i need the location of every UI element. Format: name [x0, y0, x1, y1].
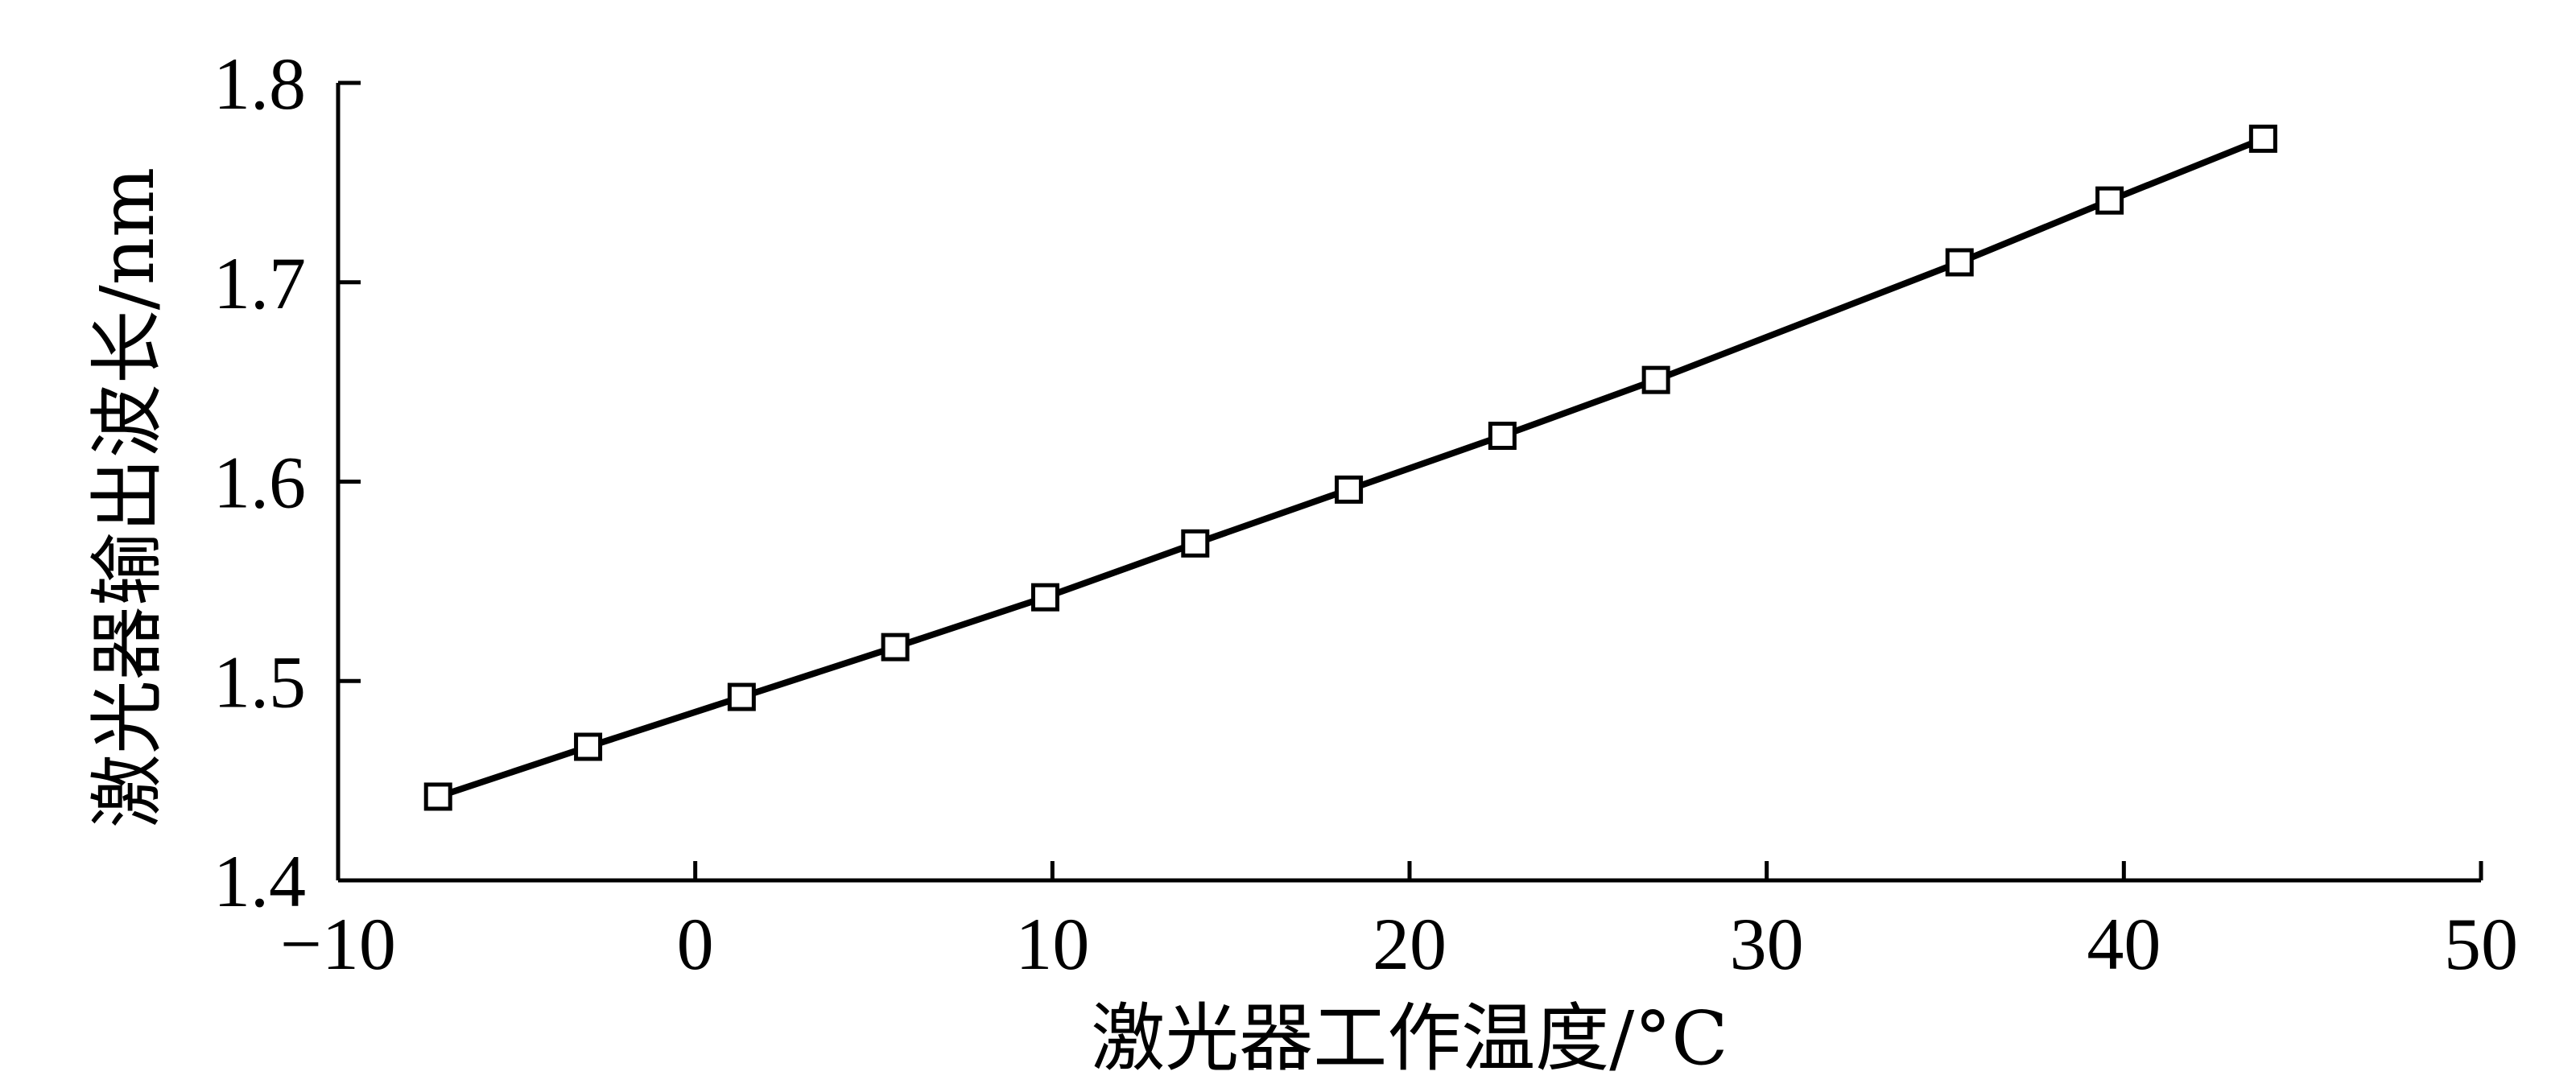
data-point-marker: [1181, 529, 1210, 558]
data-point-marker: [423, 782, 452, 811]
data-point-marker: [1641, 365, 1670, 394]
y-tick-label: 1.4: [213, 840, 306, 922]
ticks: −10 0 10 20 30 40 50 1.4 1.5 1.6 1.7 1.8: [213, 43, 2518, 985]
x-tick-label: 0: [677, 903, 714, 985]
series-line: [436, 135, 2264, 800]
data-point-marker: [727, 682, 756, 711]
data-point-marker: [881, 633, 910, 661]
data-point-marker: [2095, 186, 2124, 215]
data-point-marker: [1335, 475, 1364, 504]
y-tick-label: 1.6: [213, 442, 306, 524]
plot-area: [423, 124, 2277, 811]
data-point-marker: [2248, 124, 2277, 153]
x-tick-label: −10: [280, 903, 396, 985]
data-point-marker: [1030, 583, 1059, 612]
data-point-marker: [1488, 422, 1517, 451]
data-point-marker: [574, 732, 603, 761]
y-axis-label: 激光器输出波长/nm: [85, 167, 171, 829]
x-tick-label: 50: [2444, 903, 2518, 985]
x-axis-label: 激光器工作温度/°C: [1091, 995, 1728, 1082]
axes: [336, 83, 2481, 883]
x-tick-label: 20: [1373, 903, 1447, 985]
x-tick-label: 30: [1730, 903, 1804, 985]
data-point-marker: [1945, 248, 1974, 277]
x-tick-label: 40: [2087, 903, 2161, 985]
y-tick-label: 1.8: [213, 43, 306, 125]
y-tick-label: 1.5: [213, 641, 306, 723]
y-tick-label: 1.7: [213, 242, 306, 324]
x-tick-label: 10: [1015, 903, 1089, 985]
